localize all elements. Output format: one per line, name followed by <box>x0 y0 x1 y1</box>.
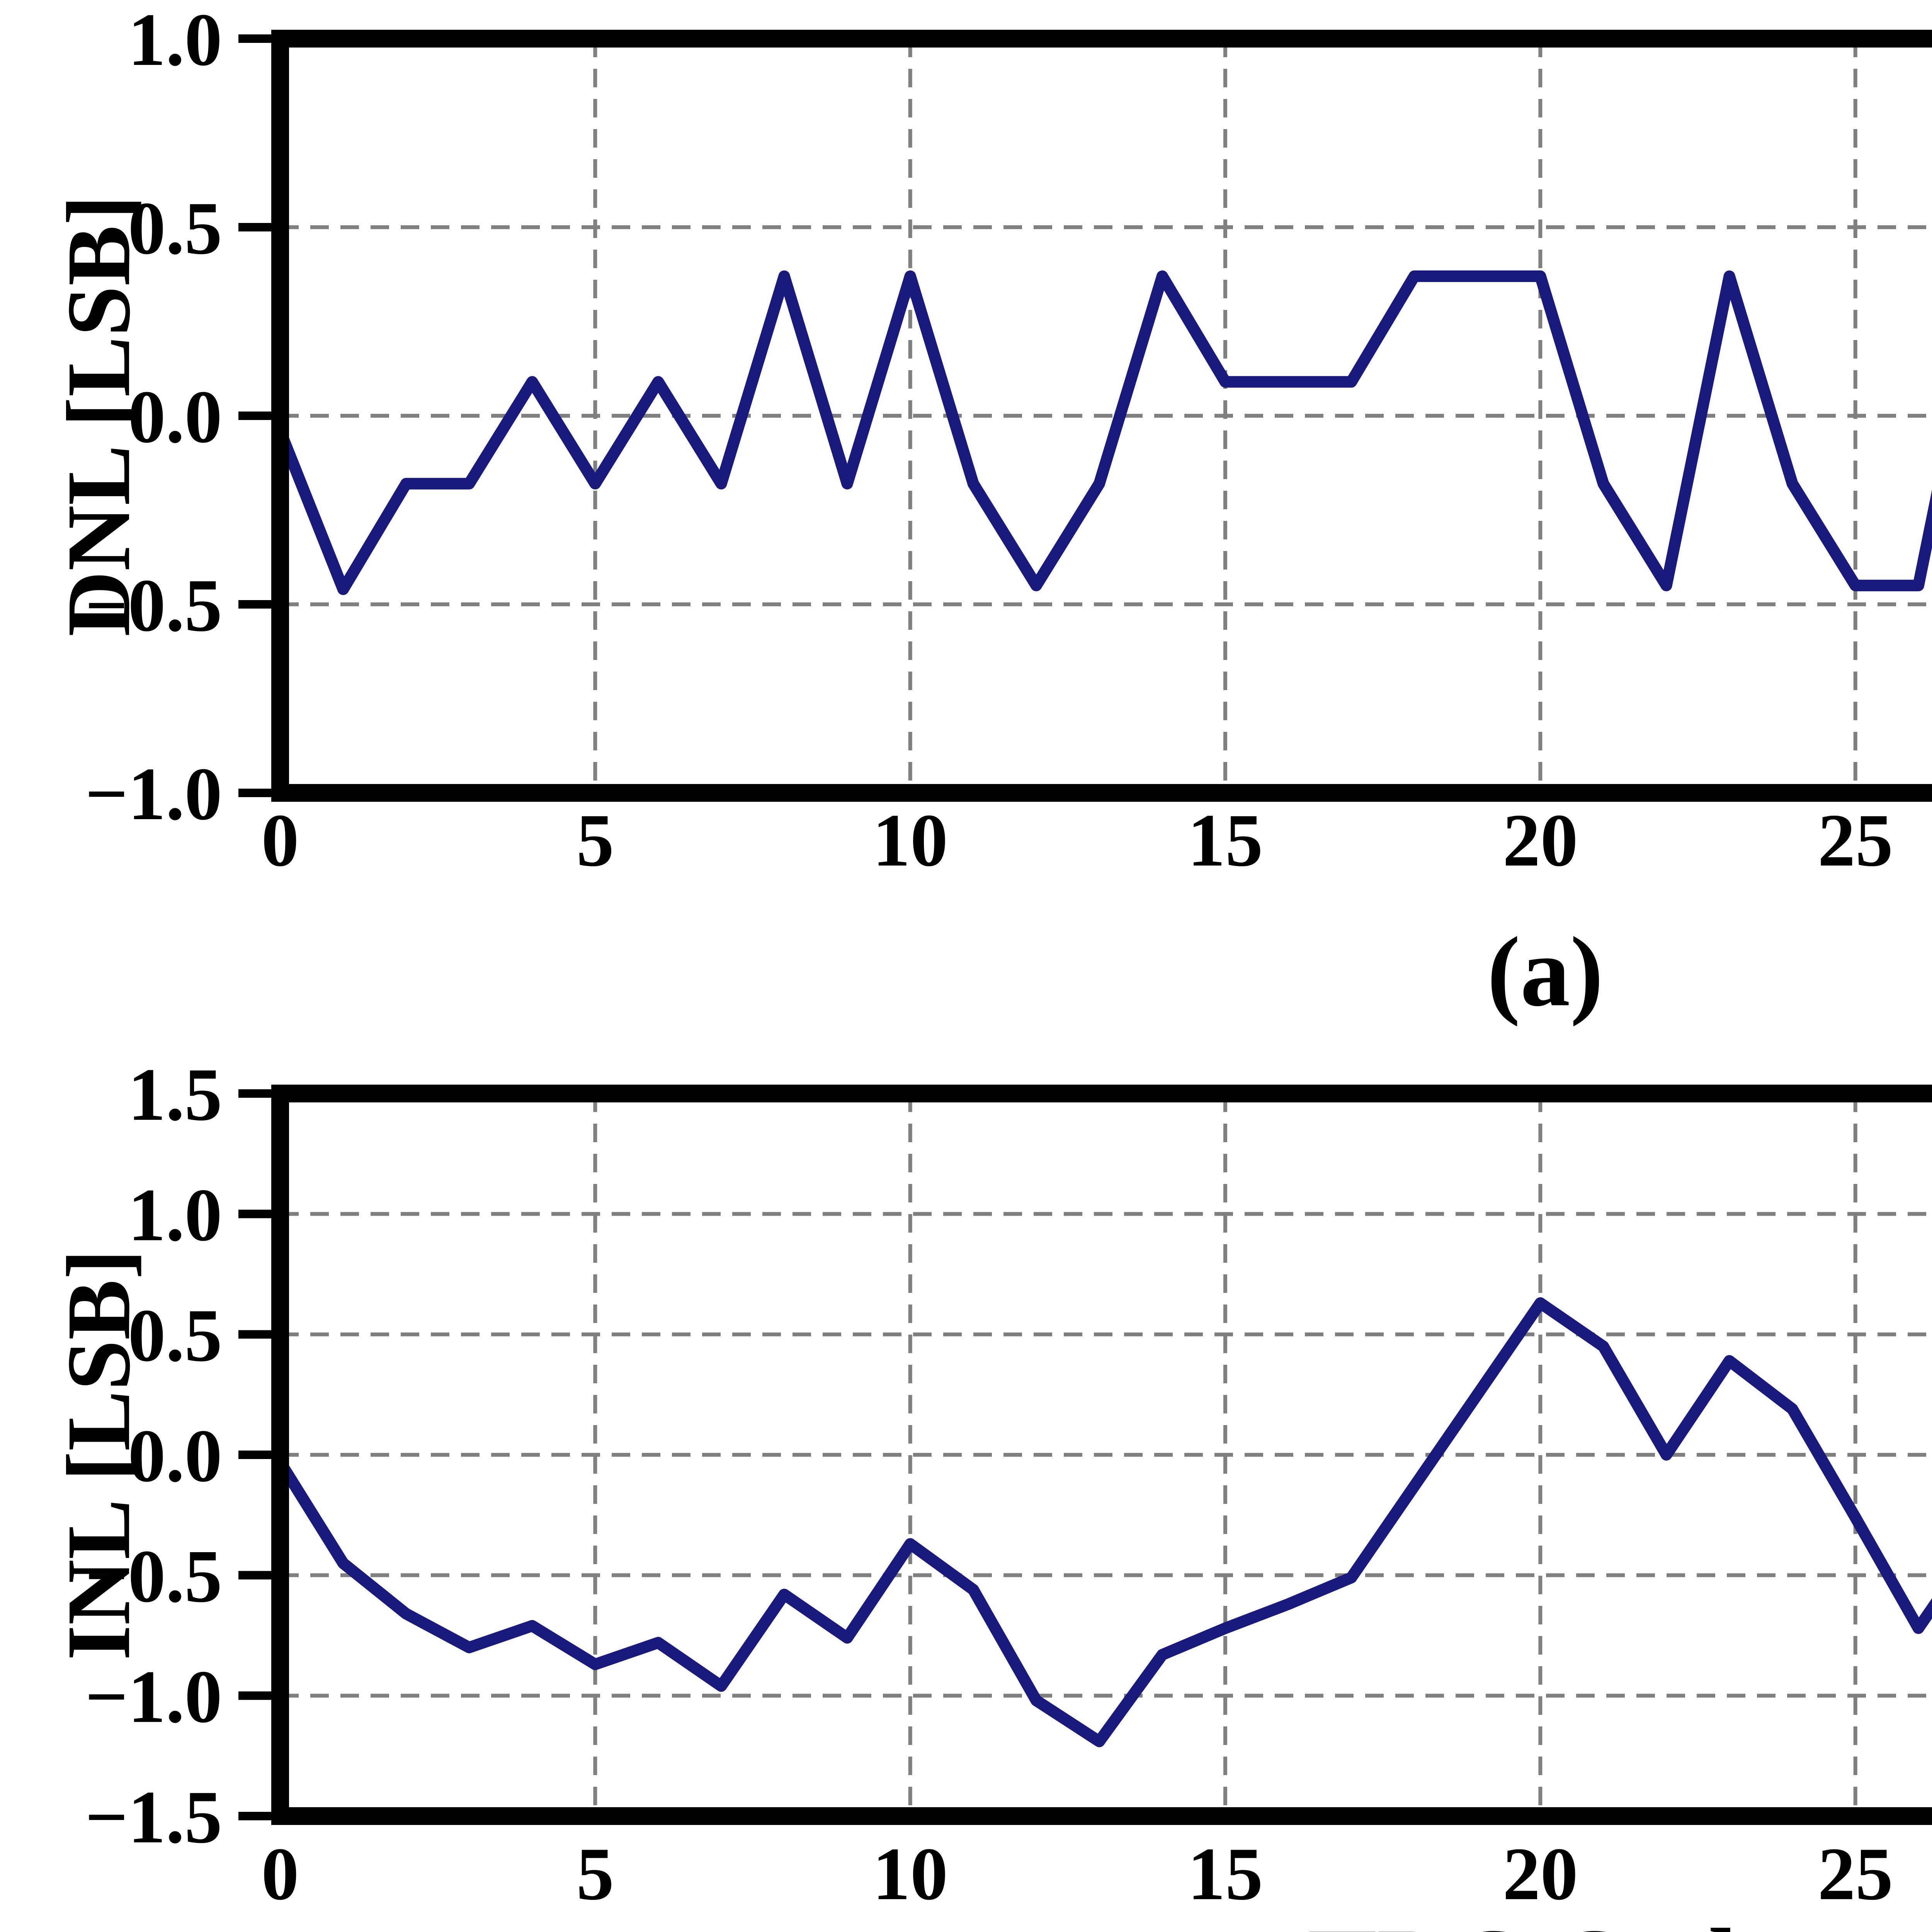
x-tick-label: 0 <box>261 1832 299 1916</box>
panel-caption-a: (a) <box>1487 916 1604 1027</box>
series-line-inl <box>274 1297 1932 1747</box>
x-tick-label: 15 <box>1188 1832 1263 1916</box>
y-tick-label: −1.0 <box>85 752 222 836</box>
x-tick-label: 10 <box>872 1832 948 1916</box>
x-tick-label: 0 <box>261 799 299 882</box>
y-tick-label: 0.0 <box>128 1414 222 1498</box>
y-tick-label: 0.5 <box>128 1294 222 1377</box>
y-axis-label-dnl: DNL [LSB] <box>48 195 149 637</box>
x-tick-label: 25 <box>1818 1832 1893 1916</box>
y-tick-label: −1.5 <box>85 1776 222 1859</box>
y-axis-label-inl: INL [LSB] <box>48 1249 149 1661</box>
y-tick-label: 1.5 <box>128 1053 222 1136</box>
x-axis-label-tdc-code: TDC Code <box>1308 1905 1782 1932</box>
x-tick-label: 20 <box>1503 1832 1578 1916</box>
x-tick-label: 15 <box>1188 799 1263 882</box>
y-tick-label: 1.0 <box>128 0 222 82</box>
x-tick-label: 5 <box>577 799 614 882</box>
y-tick-label: 1.0 <box>128 1173 222 1257</box>
y-tick-label: −1.0 <box>85 1655 222 1738</box>
y-tick-label: 0.0 <box>128 375 222 459</box>
x-tick-label: 20 <box>1503 799 1578 882</box>
x-tick-label: 10 <box>872 799 948 882</box>
y-tick-label: −0.5 <box>85 564 222 647</box>
x-tick-label: 25 <box>1818 799 1893 882</box>
y-tick-label: 0.5 <box>128 187 222 270</box>
y-tick-label: −0.5 <box>85 1535 222 1618</box>
series-line-dnl <box>274 270 1932 595</box>
plot-border <box>271 30 1932 802</box>
x-tick-label: 5 <box>577 1832 614 1916</box>
plot-border <box>271 1085 1932 1825</box>
